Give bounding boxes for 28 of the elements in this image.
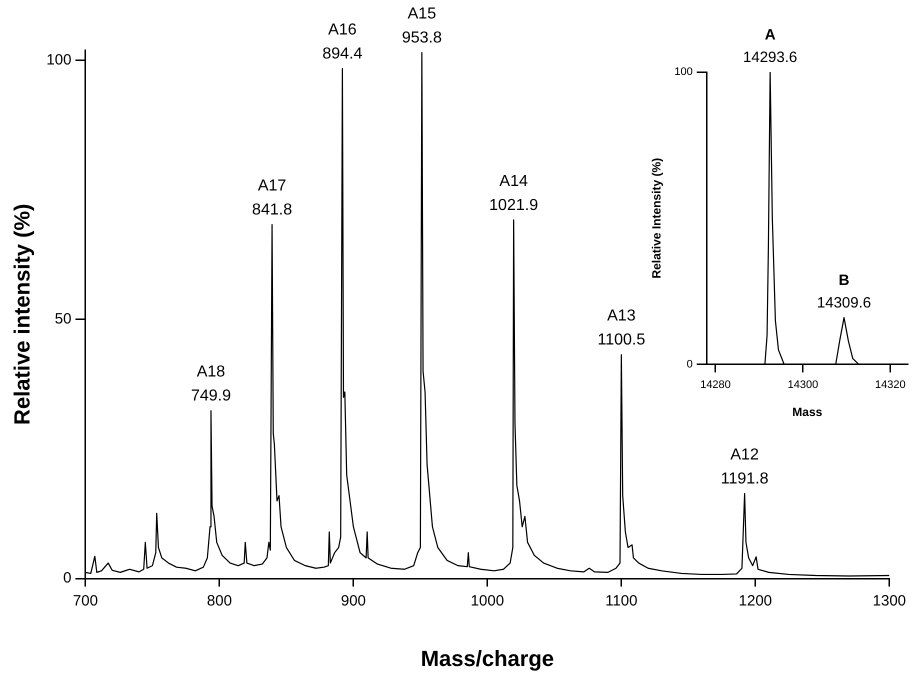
- x-tick-label: 1100: [605, 592, 638, 610]
- y-tick-label: 0: [63, 570, 72, 587]
- annotation: A17 841.8: [252, 178, 292, 219]
- y-axis-title: Relative intensity (%): [9, 204, 34, 425]
- annotation: A15 953.8: [402, 6, 442, 47]
- x-tick-label: 14320: [875, 379, 906, 392]
- y-tick-label: 100: [46, 52, 72, 69]
- x-tick-label: 14280: [700, 379, 731, 392]
- y-tick-label: 100: [674, 66, 693, 78]
- annotation: A18 749.9: [190, 364, 232, 405]
- x-axis-title: Mass: [792, 405, 823, 420]
- annotation: A14 1021.9: [489, 172, 538, 214]
- y-tick-label: 50: [54, 310, 72, 328]
- x-tick-label: 700: [72, 592, 98, 610]
- x-tick-label: 900: [340, 592, 366, 610]
- x-tick-label: 1300: [872, 592, 906, 610]
- y-axis-title: Relative Intensity (%): [650, 158, 664, 279]
- x-tick-label: 1200: [738, 592, 772, 610]
- x-tick-label: 1000: [470, 592, 504, 610]
- y-tick-label: 0: [686, 358, 693, 370]
- annotation: A 14293.6: [743, 26, 798, 66]
- x-tick-label: 14300: [788, 379, 818, 392]
- annotation: A13 1100.5: [597, 308, 646, 349]
- x-tick-label: 800: [206, 592, 232, 610]
- annotation: A12 1191.8: [720, 446, 769, 488]
- annotation: B 14309.6: [816, 272, 872, 312]
- annotation: A16 894.4: [322, 22, 363, 63]
- x-axis-title: Mass/charge: [420, 646, 554, 671]
